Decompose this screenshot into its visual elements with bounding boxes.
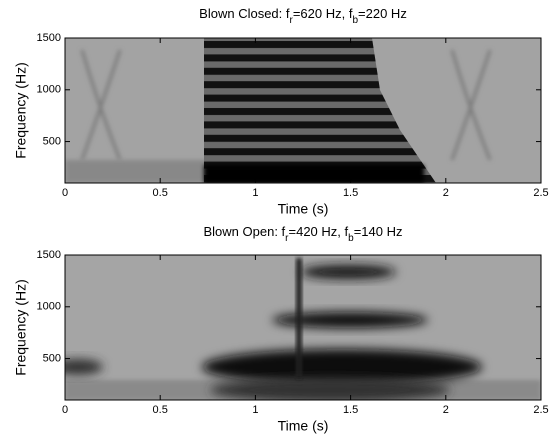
axes-frame (64, 37, 542, 184)
chart-title: Blown Open: fr=420 Hz, fb=140 Hz (204, 224, 403, 244)
x-tick-label: 2 (443, 187, 449, 199)
x-tick-label: 1 (252, 187, 258, 199)
spectrogram-image (65, 255, 541, 400)
x-tick-label: 0 (62, 404, 68, 416)
title-text: Blown Closed: f (199, 6, 290, 21)
title-text: r (290, 15, 294, 26)
spectrogram-image (65, 38, 541, 183)
title-text: =140 Hz (354, 224, 403, 239)
x-tick-label: 0.5 (153, 404, 168, 416)
title-text: b (352, 15, 358, 26)
title-text: =620 Hz, f (293, 6, 353, 21)
axes-frame (64, 254, 542, 401)
y-tick-label: 1500 (37, 249, 61, 261)
x-tick-label: 1.5 (343, 187, 358, 199)
x-axis-label: Time (s) (278, 418, 329, 434)
y-axis-label: Frequency (Hz) (13, 279, 29, 375)
x-tick-label: 1.5 (343, 404, 358, 416)
x-tick-label: 0 (62, 187, 68, 199)
y-tick-label: 1500 (37, 32, 61, 44)
title-text: =220 Hz (358, 6, 407, 21)
x-tick-label: 2.5 (533, 404, 548, 416)
x-tick-label: 2.5 (533, 187, 548, 199)
x-axis-label: Time (s) (278, 201, 329, 217)
title-text: r (285, 233, 289, 244)
x-tick-label: 0.5 (153, 187, 168, 199)
title-text: b (348, 233, 354, 244)
y-tick-label: 500 (43, 352, 61, 364)
title-text: =420 Hz, f (289, 224, 349, 239)
x-tick-label: 2 (443, 404, 449, 416)
y-tick-label: 1000 (37, 301, 61, 313)
title-text: Blown Open: f (204, 224, 286, 239)
chart-title: Blown Closed: fr=620 Hz, fb=220 Hz (199, 6, 407, 26)
x-tick-label: 1 (252, 404, 258, 416)
y-tick-label: 500 (43, 135, 61, 147)
y-tick-label: 1000 (37, 84, 61, 96)
y-axis-label: Frequency (Hz) (13, 62, 29, 158)
